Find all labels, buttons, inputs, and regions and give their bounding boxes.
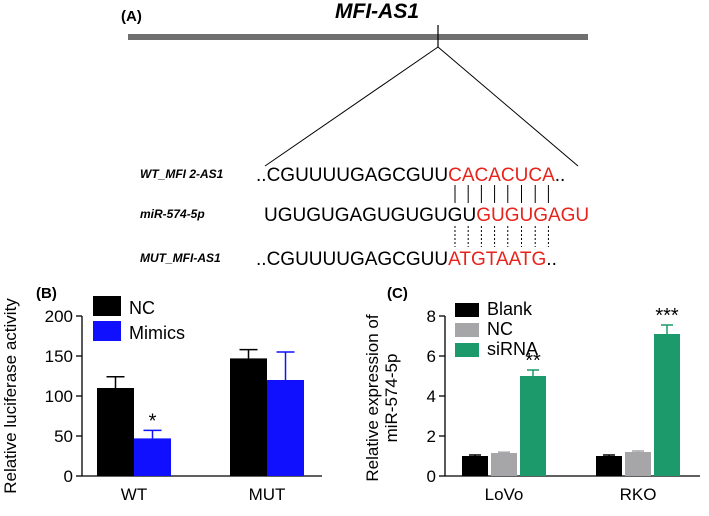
significance-marker: **: [525, 350, 541, 372]
y-tick-label: 200: [45, 307, 73, 326]
legend-label: siRNA: [487, 339, 538, 359]
y-axis-title: Relative luciferase activity: [1, 298, 20, 494]
bar: [462, 456, 488, 476]
y-axis-title: miR-574-5p: [382, 354, 401, 443]
bar: [267, 380, 304, 476]
mirna-black-seq: UGUGUGAGUGUGUGU: [264, 205, 476, 226]
mirna-red-seq: GUGUGAGU: [476, 205, 589, 226]
wt-prefix: ..: [256, 165, 267, 186]
y-tick-label: 0: [427, 467, 436, 486]
chart-c: 0 2 4 6 8 Relative expression of miR-574-5p LoV…: [363, 299, 700, 504]
panel-c-label: (C): [387, 285, 408, 302]
legend-swatch: [455, 303, 479, 317]
bar: [230, 358, 267, 476]
mut-suffix: ..: [546, 249, 557, 270]
legend-label: NC: [129, 298, 155, 318]
panel-a-label: (A): [121, 8, 142, 25]
significance-marker: ***: [655, 305, 679, 327]
mirna-sequence-name: miR-574-5p: [140, 207, 205, 221]
mirna-sequence: UGUGUGAGUGUGUGUGUGUGAGU: [264, 205, 589, 226]
y-tick-label: 6: [427, 347, 436, 366]
bar: [134, 438, 171, 476]
mut-black-seq: CGUUUUGAGCGUU: [267, 249, 449, 270]
legend-label: Blank: [487, 299, 533, 319]
y-tick-label: 8: [427, 307, 436, 326]
legend-label: NC: [487, 319, 513, 339]
wt-red-seq: CACACUCA: [448, 165, 555, 186]
mut-sequence-name: MUT_MFI-AS1: [140, 251, 221, 265]
legend-swatch: [455, 343, 479, 357]
y-tick-label: 4: [427, 387, 436, 406]
base-pair-connectors: [454, 185, 549, 247]
x-tick-label: LoVo: [485, 485, 524, 504]
chart-b: 0 50 100 150 200 Relative luciferase activity…: [1, 296, 322, 504]
y-tick-label: 0: [64, 467, 73, 486]
mut-sequence: ..CGUUUUGAGCGUUATGTAATG..: [256, 249, 557, 270]
gene-title: MFI-AS1: [335, 0, 419, 23]
x-tick-label: MUT: [249, 485, 286, 504]
bar: [596, 456, 622, 476]
gene-bar: [128, 34, 588, 40]
y-tick-label: 50: [54, 427, 73, 446]
legend-label: Mimics: [129, 323, 185, 343]
legend-swatch: [93, 321, 121, 341]
legend-swatch: [455, 323, 479, 337]
x-tick-label: WT: [121, 485, 147, 504]
panel-b-label: (B): [36, 285, 57, 302]
zoom-line-right: [437, 46, 579, 167]
y-axis-title: Relative expression of: [363, 314, 382, 482]
bar: [654, 334, 680, 476]
bar: [491, 453, 517, 476]
bar: [97, 388, 134, 476]
mut-prefix: ..: [256, 249, 267, 270]
x-tick-label: RKO: [620, 485, 657, 504]
y-tick-label: 150: [45, 347, 73, 366]
wt-sequence-name: WT_MFI 2-AS1: [140, 167, 224, 181]
zoom-line-left: [264, 46, 439, 167]
wt-suffix: ..: [555, 165, 566, 186]
bar: [625, 452, 651, 476]
panel-a: (A) MFI-AS1 WT_MFI 2-AS1 ..CGUUUUGAGCGUU…: [121, 0, 589, 270]
bar: [520, 376, 546, 476]
significance-marker: *: [149, 410, 157, 432]
y-tick-label: 2: [427, 427, 436, 446]
wt-black-seq: CGUUUUGAGCGUU: [267, 165, 449, 186]
y-tick-label: 100: [45, 387, 73, 406]
mut-red-seq: ATGTAATG: [448, 249, 546, 270]
wt-sequence: ..CGUUUUGAGCGUUCACACUCA..: [256, 165, 565, 186]
legend-swatch: [93, 296, 121, 316]
